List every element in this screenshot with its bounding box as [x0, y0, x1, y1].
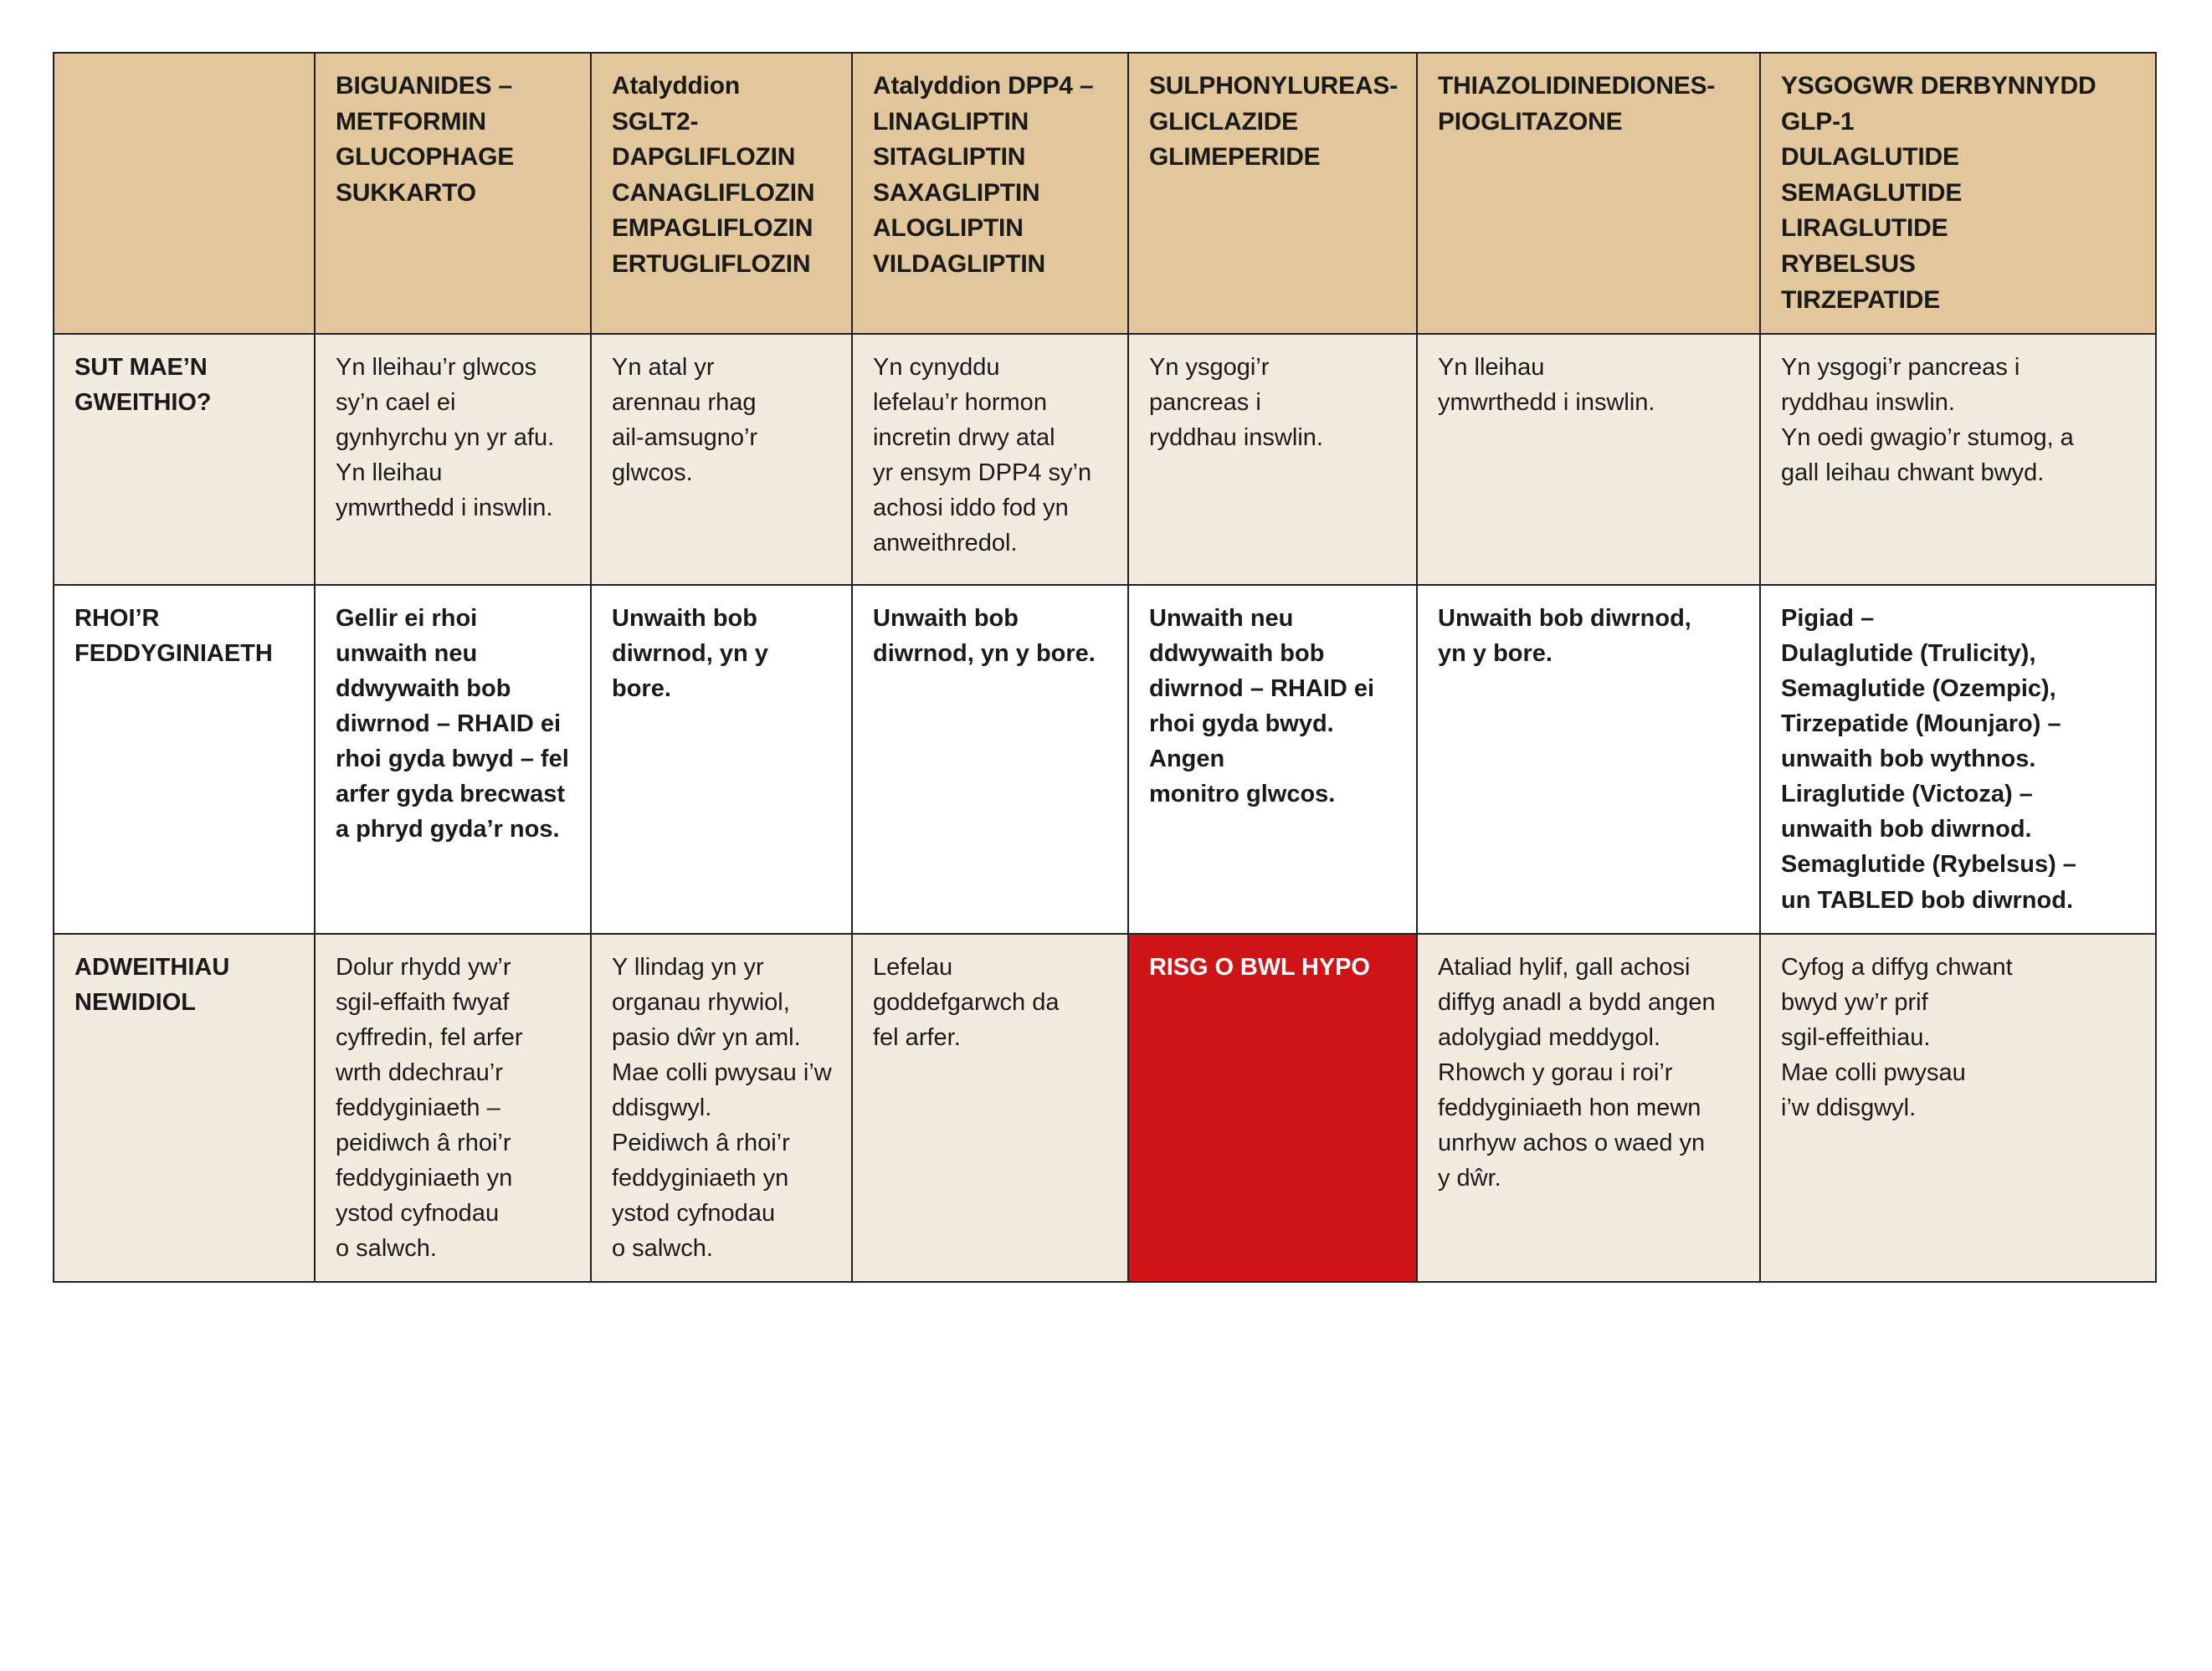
table-row-how-it-works: SUT MAE’N GWEITHIO? Yn lleihau’r glwcos … [53, 333, 2157, 587]
cell-how-biguanides-text: Yn lleihau’r glwcos sy’n cael ei gynhyrc… [336, 354, 555, 522]
cell-adverse-glp1: Cyfog a diffyg chwant bwyd yw’r prif sgi… [1759, 932, 2157, 1284]
cell-how-thiazolidinediones: Yn lleihau ymwrthedd i inswlin. [1416, 333, 1761, 587]
table-corner-cell [53, 51, 316, 336]
row-label-how-it-works-text: SUT MAE’N GWEITHIO? [74, 354, 212, 417]
cell-give-dpp4-text: Unwaith bob diwrnod, yn y bore. [873, 605, 1096, 668]
table-row-adverse-reactions: ADWEITHIAU NEWIDIOL Dolur rhydd yw’r sgi… [53, 932, 2157, 1284]
cell-how-thiazolidinediones-text: Yn lleihau ymwrthedd i inswlin. [1438, 354, 1655, 417]
hypo-risk-alert-text: RISG O BWL HYPO [1149, 953, 1370, 981]
column-header-biguanides: BIGUANIDES – METFORMIN GLUCOPHAGE SUKKAR… [314, 51, 592, 336]
cell-give-biguanides: Gellir ei rhoi unwaith neu ddwywaith bob… [314, 584, 592, 935]
cell-how-sglt2-text: Yn atal yr arennau rhag ail-amsugno’r gl… [612, 354, 758, 487]
cell-how-dpp4-text: Yn cynyddu lefelau’r hormon incretin drw… [873, 354, 1092, 557]
cell-give-thiazolidinediones: Unwaith bob diwrnod, yn y bore. [1416, 584, 1761, 935]
cell-how-dpp4: Yn cynyddu lefelau’r hormon incretin drw… [851, 333, 1129, 587]
cell-adverse-sglt2: Y llindag yn yr organau rhywiol, pasio d… [590, 932, 853, 1284]
column-header-glp1: YSGOGWR DERBYNNYDD GLP-1 DULAGLUTIDE SEM… [1759, 51, 2157, 336]
cell-give-biguanides-text: Gellir ei rhoi unwaith neu ddwywaith bob… [336, 605, 569, 843]
column-header-sglt2-label: Atalyddion SGLT2- DAPGLIFLOZIN CANAGLIFL… [612, 72, 815, 278]
cell-how-biguanides: Yn lleihau’r glwcos sy’n cael ei gynhyrc… [314, 333, 592, 587]
cell-adverse-dpp4-text: Lefelau goddefgarwch da fel arfer. [873, 953, 1060, 1051]
table-row-giving-the-medicine: RHOI’R FEDDYGINIAETH Gellir ei rhoi unwa… [53, 584, 2157, 935]
cell-adverse-dpp4: Lefelau goddefgarwch da fel arfer. [851, 932, 1129, 1284]
cell-adverse-thiazolidinediones-text: Ataliad hylif, gall achosi diffyg anadl … [1438, 953, 1716, 1192]
cell-give-sulphonylureas: Unwaith neu ddwywaith bob diwrnod – RHAI… [1127, 584, 1418, 935]
row-label-adverse-reactions: ADWEITHIAU NEWIDIOL [53, 932, 316, 1284]
cell-adverse-biguanides: Dolur rhydd yw’r sgil-effaith fwyaf cyff… [314, 932, 592, 1284]
cell-how-sulphonylureas-text: Yn ysgogi’r pancreas i ryddhau inswlin. [1149, 354, 1323, 452]
column-header-sulphonylureas-label: SULPHONYLUREAS- GLICLAZIDE GLIMEPERIDE [1149, 72, 1399, 172]
diabetes-medication-table: BIGUANIDES – METFORMIN GLUCOPHAGE SUKKAR… [53, 51, 2157, 1284]
cell-how-glp1: Yn ysgogi’r pancreas i ryddhau inswlin. … [1759, 333, 2157, 587]
column-header-sulphonylureas: SULPHONYLUREAS- GLICLAZIDE GLIMEPERIDE [1127, 51, 1418, 336]
cell-give-sulphonylureas-text: Unwaith neu ddwywaith bob diwrnod – RHAI… [1149, 605, 1375, 808]
column-header-dpp4: Atalyddion DPP4 – LINAGLIPTIN SITAGLIPTI… [851, 51, 1129, 336]
column-header-thiazolidinediones-label: THIAZOLIDINEDIONES- PIOGLITAZONE [1438, 72, 1716, 136]
row-label-adverse-reactions-text: ADWEITHIAU NEWIDIOL [74, 953, 230, 1016]
cell-give-glp1-text: Pigiad – Dulaglutide (Trulicity), Semagl… [1781, 605, 2076, 914]
cell-how-sulphonylureas: Yn ysgogi’r pancreas i ryddhau inswlin. [1127, 333, 1418, 587]
row-label-giving-the-medicine: RHOI’R FEDDYGINIAETH [53, 584, 316, 935]
cell-give-thiazolidinediones-text: Unwaith bob diwrnod, yn y bore. [1438, 605, 1691, 668]
cell-give-dpp4: Unwaith bob diwrnod, yn y bore. [851, 584, 1129, 935]
hypo-risk-alert-cell: RISG O BWL HYPO [1127, 932, 1418, 1284]
column-header-thiazolidinediones: THIAZOLIDINEDIONES- PIOGLITAZONE [1416, 51, 1761, 336]
cell-give-sglt2: Unwaith bob diwrnod, yn y bore. [590, 584, 853, 935]
cell-adverse-glp1-text: Cyfog a diffyg chwant bwyd yw’r prif sgi… [1781, 953, 2013, 1121]
row-label-how-it-works: SUT MAE’N GWEITHIO? [53, 333, 316, 587]
column-header-dpp4-label: Atalyddion DPP4 – LINAGLIPTIN SITAGLIPTI… [873, 72, 1094, 278]
diabetes-medication-table-wrapper: BIGUANIDES – METFORMIN GLUCOPHAGE SUKKAR… [53, 51, 2157, 1284]
column-header-glp1-label: YSGOGWR DERBYNNYDD GLP-1 DULAGLUTIDE SEM… [1781, 72, 2097, 314]
cell-adverse-thiazolidinediones: Ataliad hylif, gall achosi diffyg anadl … [1416, 932, 1761, 1284]
cell-give-glp1: Pigiad – Dulaglutide (Trulicity), Semagl… [1759, 584, 2157, 935]
cell-how-sglt2: Yn atal yr arennau rhag ail-amsugno’r gl… [590, 333, 853, 587]
cell-give-sglt2-text: Unwaith bob diwrnod, yn y bore. [612, 605, 768, 703]
cell-how-glp1-text: Yn ysgogi’r pancreas i ryddhau inswlin. … [1781, 354, 2074, 487]
cell-adverse-biguanides-text: Dolur rhydd yw’r sgil-effaith fwyaf cyff… [336, 953, 523, 1262]
cell-adverse-sglt2-text: Y llindag yn yr organau rhywiol, pasio d… [612, 953, 832, 1262]
table-header-row: BIGUANIDES – METFORMIN GLUCOPHAGE SUKKAR… [53, 51, 2157, 336]
column-header-sglt2: Atalyddion SGLT2- DAPGLIFLOZIN CANAGLIFL… [590, 51, 853, 336]
row-label-giving-the-medicine-text: RHOI’R FEDDYGINIAETH [74, 605, 273, 668]
column-header-biguanides-label: BIGUANIDES – METFORMIN GLUCOPHAGE SUKKAR… [336, 72, 515, 207]
